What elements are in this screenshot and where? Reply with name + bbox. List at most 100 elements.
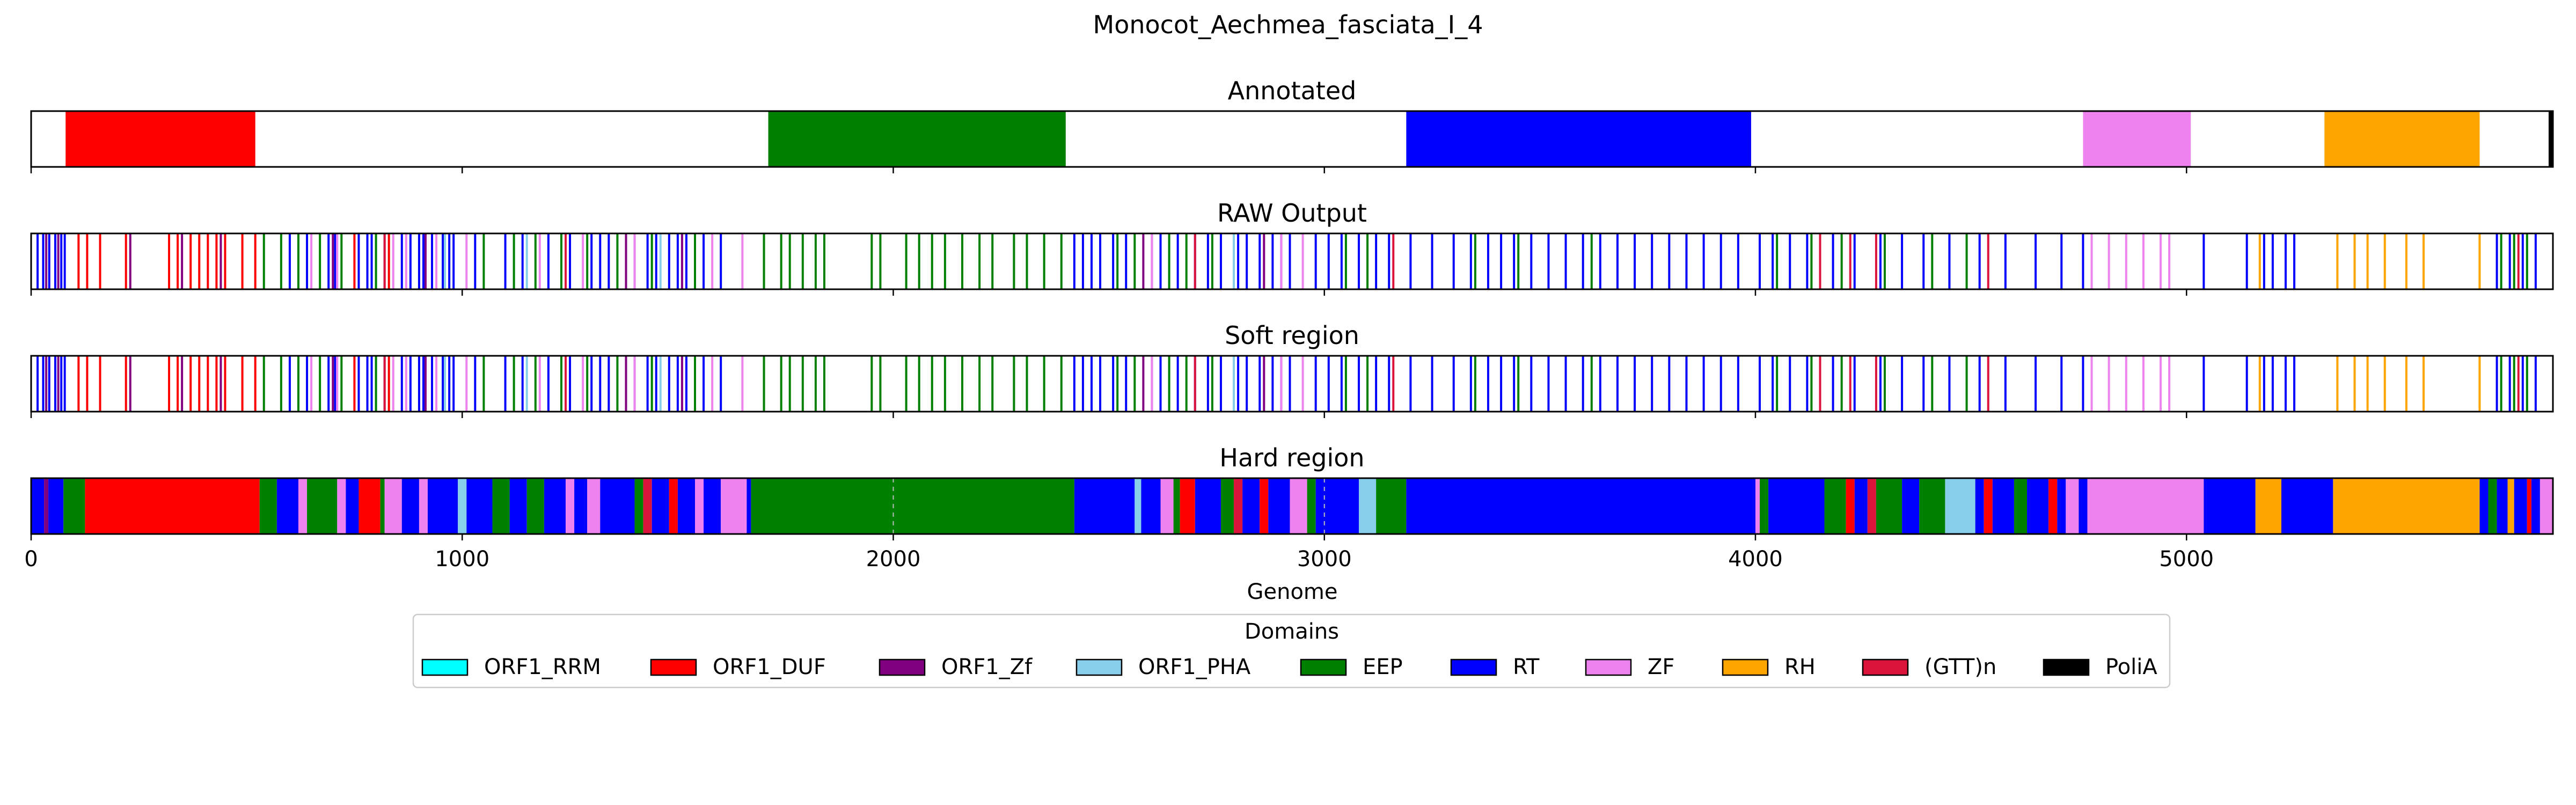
- segment-rt: [1195, 478, 1221, 534]
- segment-orf1-duf: [1984, 478, 1993, 534]
- segment-eep: [1824, 478, 1846, 534]
- panel-soft-region-background: [31, 356, 2553, 412]
- segment-rt: [2531, 478, 2540, 534]
- segment-gtt-n: [1234, 478, 1243, 534]
- legend-label: ORF1_DUF: [713, 655, 826, 679]
- segment-zf: [1755, 478, 1760, 534]
- legend-entry-orf1-rrm: ORF1_RRM: [421, 655, 601, 679]
- segment-orf1-duf: [358, 478, 380, 534]
- segment-zf: [337, 478, 346, 534]
- panel-soft-region-frame: [30, 355, 2554, 413]
- segment-gtt-n: [1867, 478, 1876, 534]
- segment-rt: [2514, 478, 2527, 534]
- segment-rt: [2079, 478, 2088, 534]
- panel-annotated: Annotated: [30, 76, 2554, 173]
- segment-eep: [492, 478, 510, 534]
- segment-zf: [2540, 478, 2553, 534]
- segment-zf: [721, 478, 747, 534]
- panel-hard-region-frame: [30, 477, 2554, 535]
- legend-label: ORF1_RRM: [484, 655, 601, 679]
- segment-rh: [2255, 478, 2281, 534]
- segment-rt: [2027, 478, 2049, 534]
- segment-orf1-duf: [1180, 478, 1195, 534]
- segment-eep: [634, 478, 643, 534]
- segment-eep: [1376, 478, 1407, 534]
- segment-eep: [768, 111, 1066, 167]
- legend-swatch: [1450, 658, 1497, 676]
- segment-orf1-duf: [2048, 478, 2058, 534]
- segment-rt: [509, 478, 527, 534]
- panel-soft-region: Soft region: [30, 321, 2554, 418]
- legend-swatch: [1300, 658, 1347, 676]
- segment-orf1-pha: [1945, 478, 1975, 534]
- segment-orf1-zf: [44, 478, 49, 534]
- legend-entry-rh: RH: [1722, 655, 1816, 679]
- segment-zf: [384, 478, 402, 534]
- segment-rt: [346, 478, 359, 534]
- segment-zf: [2087, 478, 2204, 534]
- segment-orf1-duf: [2527, 478, 2531, 534]
- segment-zf: [1290, 478, 1307, 534]
- panel-raw-output: RAW Output: [30, 199, 2554, 296]
- legend-label: RT: [1513, 655, 1540, 679]
- legend-swatch: [2043, 658, 2090, 676]
- x-tick-label: 3000: [1297, 547, 1352, 572]
- segment-zf: [2066, 478, 2079, 534]
- legend-label: PoliA: [2105, 655, 2157, 679]
- legend-label: ORF1_Zf: [941, 655, 1033, 679]
- segment-eep: [1307, 478, 1316, 534]
- segment-rt: [2204, 478, 2256, 534]
- legend-entry-eep: EEP: [1300, 655, 1403, 679]
- segment-polia: [2548, 111, 2553, 167]
- legend-swatch: [1585, 658, 1632, 676]
- legend-label: (GTT)n: [1924, 655, 1996, 679]
- segment-orf1-duf: [669, 478, 678, 534]
- segment-orf1-pha: [458, 478, 467, 534]
- segment-zf: [419, 478, 428, 534]
- legend-title: Domains: [1245, 619, 1339, 644]
- segment-rt: [2281, 478, 2333, 534]
- segment-rt: [427, 478, 458, 534]
- x-axis: 0 1000 2000 3000 4000 5000: [24, 547, 2214, 572]
- segment-zf: [695, 478, 704, 534]
- segment-rt: [1902, 478, 1920, 534]
- segment-rh: [2324, 111, 2480, 167]
- segment-rt: [2497, 478, 2508, 534]
- legend-swatch: [1862, 658, 1909, 676]
- segment-rt: [1992, 478, 2014, 534]
- x-axis-label: Genome: [1247, 580, 1337, 604]
- segment-rt: [747, 478, 751, 534]
- segment-orf1-duf: [65, 111, 255, 167]
- segment-rt: [1975, 478, 1984, 534]
- legend-entry-orf1-zf: ORF1_Zf: [879, 655, 1033, 679]
- figure-title: Monocot_Aechmea_fasciata_I_4: [1093, 10, 1483, 39]
- panel-hard-region-title: Hard region: [1219, 443, 1364, 472]
- legend-entry-gtt-n: (GTT)n: [1862, 655, 1996, 679]
- segment-eep: [1173, 478, 1180, 534]
- segment-rt: [1074, 478, 1135, 534]
- segment-rt: [677, 478, 696, 534]
- segment-rt: [1315, 478, 1359, 534]
- legend-entry-polia: PoliA: [2043, 655, 2157, 679]
- segment-eep: [2014, 478, 2028, 534]
- segment-rt: [544, 478, 566, 534]
- segment-rh: [2333, 478, 2480, 534]
- segment-orf1-pha: [1359, 478, 1377, 534]
- segment-zf: [587, 478, 601, 534]
- segment-zf: [298, 478, 308, 534]
- legend: Domains ORF1_RRM ORF1_DUF ORF1_Zf ORF1_PHA EE…: [412, 613, 2171, 689]
- panel-raw-output-frame: [30, 232, 2554, 290]
- legend-swatch: [650, 658, 697, 676]
- legend-label: ZF: [1648, 655, 1674, 679]
- segment-rt: [276, 478, 299, 534]
- segment-rt: [652, 478, 669, 534]
- x-tick-label: 0: [24, 547, 38, 572]
- panel-raw-output-background: [31, 233, 2553, 289]
- segment-rt: [31, 478, 45, 534]
- panel-soft-region-title: Soft region: [1225, 321, 1359, 350]
- segment-rt: [48, 478, 64, 534]
- segment-rt: [401, 478, 419, 534]
- segment-eep: [526, 478, 544, 534]
- segment-eep: [1919, 478, 1945, 534]
